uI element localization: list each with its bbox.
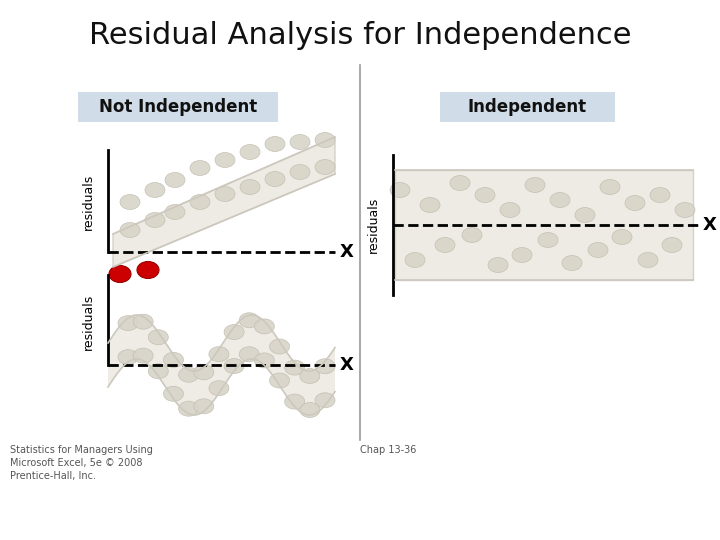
Ellipse shape <box>133 314 153 329</box>
Ellipse shape <box>315 132 335 147</box>
Ellipse shape <box>405 253 425 267</box>
Text: residuals: residuals <box>81 294 94 350</box>
Ellipse shape <box>224 325 244 340</box>
Ellipse shape <box>575 207 595 222</box>
Ellipse shape <box>148 364 168 379</box>
Ellipse shape <box>190 194 210 210</box>
Ellipse shape <box>638 253 658 267</box>
Ellipse shape <box>240 145 260 159</box>
Ellipse shape <box>512 247 532 262</box>
Ellipse shape <box>488 258 508 273</box>
Ellipse shape <box>163 386 184 401</box>
Ellipse shape <box>269 339 289 354</box>
Ellipse shape <box>109 266 131 282</box>
Ellipse shape <box>224 359 244 374</box>
Ellipse shape <box>194 365 214 380</box>
Ellipse shape <box>315 159 335 174</box>
Ellipse shape <box>254 319 274 334</box>
FancyBboxPatch shape <box>440 92 615 122</box>
Text: Independent: Independent <box>467 98 587 116</box>
Ellipse shape <box>118 316 138 330</box>
Text: X: X <box>703 216 717 234</box>
Ellipse shape <box>145 183 165 198</box>
Ellipse shape <box>163 352 184 367</box>
Ellipse shape <box>562 255 582 271</box>
Ellipse shape <box>650 187 670 202</box>
Ellipse shape <box>525 178 545 192</box>
Ellipse shape <box>420 198 440 213</box>
Text: X: X <box>340 356 354 374</box>
Text: Statistics for Managers Using
Microsoft Excel, 5e © 2008
Prentice-Hall, Inc.: Statistics for Managers Using Microsoft … <box>10 445 153 481</box>
Ellipse shape <box>675 202 695 218</box>
Text: Residual Analysis for Independence: Residual Analysis for Independence <box>89 21 631 50</box>
Ellipse shape <box>179 401 199 416</box>
Ellipse shape <box>588 242 608 258</box>
Ellipse shape <box>625 195 645 211</box>
Ellipse shape <box>550 192 570 207</box>
Ellipse shape <box>450 176 470 191</box>
Ellipse shape <box>133 348 153 363</box>
Ellipse shape <box>209 381 229 396</box>
Ellipse shape <box>165 205 185 219</box>
Ellipse shape <box>179 367 199 382</box>
Ellipse shape <box>137 261 159 279</box>
Ellipse shape <box>300 368 320 383</box>
Ellipse shape <box>240 179 260 194</box>
Ellipse shape <box>462 227 482 242</box>
Ellipse shape <box>190 160 210 176</box>
Ellipse shape <box>239 347 259 362</box>
Ellipse shape <box>254 353 274 368</box>
Ellipse shape <box>315 393 335 408</box>
Ellipse shape <box>600 179 620 194</box>
Ellipse shape <box>290 134 310 150</box>
Ellipse shape <box>300 402 320 417</box>
Ellipse shape <box>265 172 285 186</box>
Ellipse shape <box>194 399 214 414</box>
Text: X: X <box>340 243 354 261</box>
Ellipse shape <box>265 137 285 152</box>
Ellipse shape <box>165 172 185 187</box>
Ellipse shape <box>612 230 632 245</box>
Ellipse shape <box>390 183 410 198</box>
Text: Chap 13-36: Chap 13-36 <box>360 445 416 455</box>
Ellipse shape <box>284 360 305 375</box>
Ellipse shape <box>120 194 140 210</box>
Polygon shape <box>113 137 335 267</box>
Ellipse shape <box>475 187 495 202</box>
Ellipse shape <box>120 222 140 238</box>
Ellipse shape <box>209 347 229 362</box>
Text: residuals: residuals <box>366 197 379 253</box>
Ellipse shape <box>662 238 682 253</box>
Text: residuals: residuals <box>81 174 94 230</box>
Polygon shape <box>395 170 693 280</box>
Ellipse shape <box>290 165 310 179</box>
Ellipse shape <box>239 313 259 328</box>
Ellipse shape <box>315 359 335 374</box>
Ellipse shape <box>500 202 520 218</box>
Ellipse shape <box>215 152 235 167</box>
Text: Not Independent: Not Independent <box>99 98 257 116</box>
Ellipse shape <box>145 213 165 227</box>
Ellipse shape <box>215 186 235 201</box>
Ellipse shape <box>148 330 168 345</box>
Ellipse shape <box>269 373 289 388</box>
Ellipse shape <box>538 233 558 247</box>
Ellipse shape <box>435 238 455 253</box>
FancyBboxPatch shape <box>78 92 278 122</box>
Ellipse shape <box>118 349 138 364</box>
Ellipse shape <box>284 394 305 409</box>
